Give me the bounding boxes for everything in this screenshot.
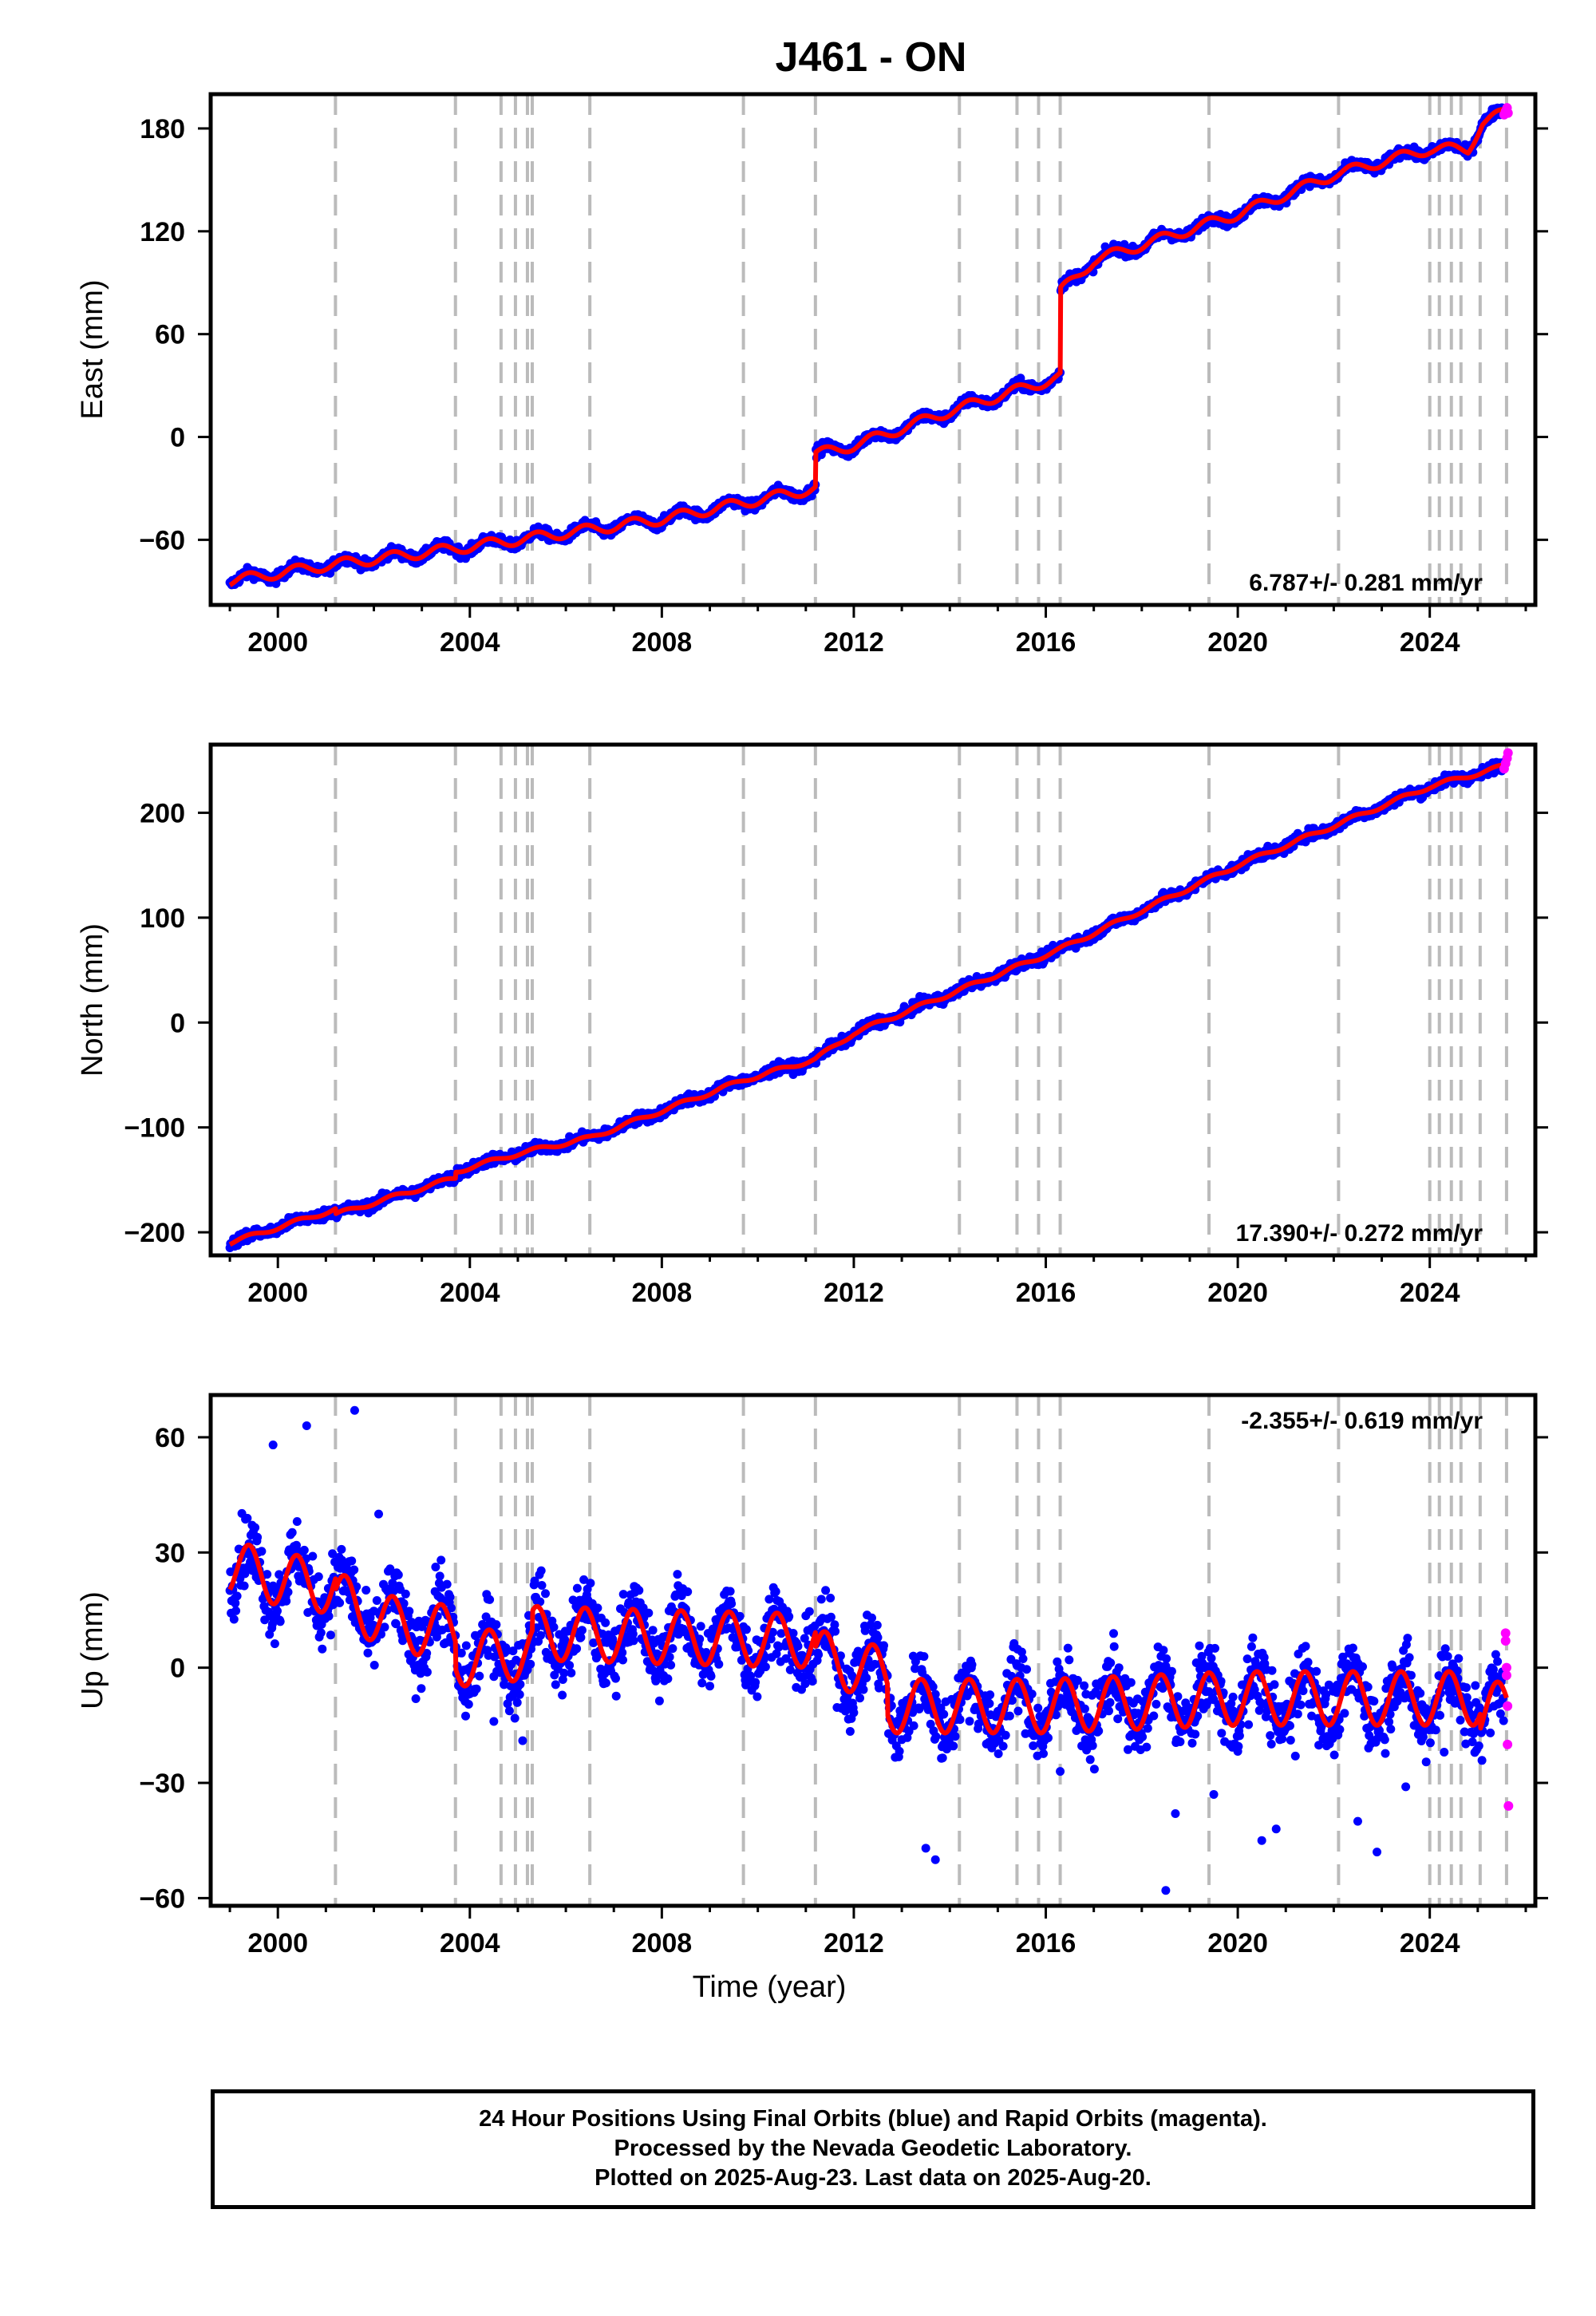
data-point: [401, 1589, 410, 1599]
x-tick-label: 2020: [1207, 1278, 1268, 1308]
y-tick-label: 0: [170, 423, 185, 453]
data-point: [231, 1606, 241, 1615]
x-tick-label: 2008: [632, 1278, 693, 1308]
data-point: [411, 1694, 421, 1703]
x-tick-label: 2008: [632, 627, 693, 658]
y-tick-label: 100: [140, 903, 185, 934]
data-point: [270, 1639, 279, 1649]
y-tick-label: −100: [124, 1113, 185, 1144]
x-tick-label: 2024: [1400, 1278, 1460, 1308]
data-point: [515, 1690, 524, 1699]
y-axis-label: North (mm): [76, 923, 109, 1077]
data-point: [435, 1571, 444, 1581]
x-tick-label: 2024: [1400, 627, 1460, 658]
x-tick-label: 2016: [1016, 1278, 1077, 1308]
data-point: [472, 1684, 481, 1694]
data-point: [558, 1690, 567, 1700]
rapid-point: [1503, 748, 1513, 758]
y-tick-label: 200: [140, 798, 185, 828]
y-tick-label: −200: [124, 1218, 185, 1248]
data-point: [537, 1581, 547, 1590]
x-tick-label: 2004: [440, 627, 500, 658]
data-point: [504, 1706, 514, 1716]
x-axis: 2000 2004 2008 2012 2016 2020 2024: [228, 1255, 1527, 1308]
y-tick-label: 180: [140, 114, 185, 144]
data-point: [239, 1581, 249, 1591]
rate-label: 17.390+/- 0.272 mm/yr: [1236, 1220, 1483, 1247]
data-point: [393, 1570, 403, 1579]
data-point: [485, 1595, 495, 1604]
data-point: [335, 1598, 345, 1607]
data-point: [318, 1644, 327, 1654]
rate-label: 6.787+/- 0.281 mm/yr: [1249, 570, 1483, 596]
model-line: [227, 107, 1509, 587]
east-panel: −60 0 60 120 180 2000 2004 2008 2012 2016 2020 2024…: [76, 92, 1548, 658]
data-point: [275, 1617, 285, 1626]
data-point: [287, 1528, 297, 1537]
data-point: [510, 1713, 519, 1723]
data-point: [417, 1684, 426, 1694]
data-point: [229, 1614, 239, 1624]
data-point: [361, 1586, 371, 1595]
data-point: [326, 1630, 335, 1640]
data-point: [536, 1566, 546, 1575]
page-title: J461 - ON: [775, 34, 967, 81]
x-tick-label: 2012: [824, 1278, 884, 1308]
rapid-point: [1503, 108, 1513, 118]
data-point: [273, 1607, 282, 1616]
x-axis: 2000 2004 2008 2012 2016 2020 2024: [228, 605, 1527, 658]
data-point: [405, 1607, 414, 1616]
final-orbit-points: [225, 103, 1508, 590]
x-tick-label: 2012: [824, 627, 884, 658]
data-point: [337, 1544, 346, 1554]
data-point: [431, 1563, 440, 1571]
data-point: [512, 1697, 522, 1707]
y-tick-label: 60: [155, 320, 185, 350]
data-point: [442, 1579, 452, 1589]
data-point: [549, 1622, 559, 1632]
x-tick-label: 2004: [440, 1278, 500, 1308]
data-point: [422, 1667, 432, 1677]
y-axis: −200 −100 0 100 200: [124, 798, 1548, 1248]
data-point: [456, 1648, 466, 1658]
data-point: [461, 1711, 470, 1721]
data-point: [464, 1700, 473, 1709]
data-point: [350, 1565, 359, 1575]
data-point: [492, 1620, 501, 1630]
data-point: [369, 1661, 379, 1670]
y-tick-label: −60: [139, 525, 185, 555]
data-point: [541, 1589, 550, 1599]
data-point: [314, 1572, 323, 1582]
data-point: [551, 1680, 560, 1690]
data-point: [232, 1591, 242, 1601]
data-point: [475, 1671, 484, 1681]
data-point: [461, 1641, 471, 1650]
data-point: [347, 1556, 357, 1566]
y-tick-label: 0: [170, 1008, 185, 1038]
x-tick-label: 2020: [1207, 627, 1268, 658]
data-point: [283, 1587, 293, 1597]
data-point: [251, 1523, 260, 1532]
data-point: [372, 1596, 381, 1605]
data-point: [316, 1628, 326, 1638]
data-point: [292, 1517, 302, 1526]
event-lines: [334, 94, 1508, 605]
data-point: [253, 1532, 263, 1542]
data-point: [299, 1545, 309, 1555]
data-point: [324, 1611, 334, 1621]
x-tick-label: 2000: [247, 1278, 308, 1308]
data-point: [445, 1592, 455, 1602]
data-point: [526, 1659, 535, 1669]
data-point: [363, 1648, 373, 1658]
y-tick-label: 120: [140, 217, 185, 247]
x-tick-label: 2016: [1016, 627, 1077, 658]
data-point: [257, 1547, 267, 1556]
data-point: [282, 1596, 291, 1606]
data-point: [308, 1551, 318, 1561]
x-tick-label: 2000: [247, 627, 308, 658]
y-axis-label: East (mm): [76, 279, 109, 419]
